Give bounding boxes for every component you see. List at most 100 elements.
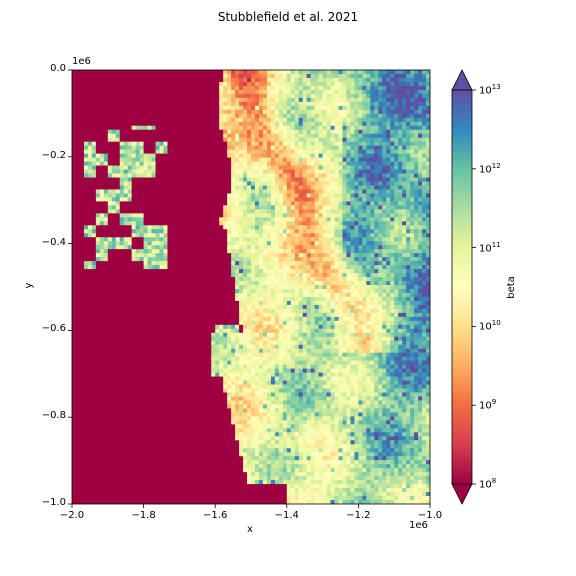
- heatmap-cell: [310, 209, 316, 214]
- heatmap-cell: [235, 85, 240, 91]
- heatmap-cell: [294, 181, 300, 187]
- heatmap-cell: [107, 257, 113, 262]
- heatmap-cell: [298, 217, 304, 222]
- heatmap-cell: [227, 237, 232, 242]
- heatmap-cell: [163, 221, 169, 226]
- heatmap-cell: [159, 153, 165, 159]
- heatmap-cell: [306, 97, 312, 103]
- heatmap-cell: [386, 113, 391, 119]
- heatmap-cell: [378, 205, 383, 210]
- heatmap-cell: [251, 137, 256, 143]
- heatmap-cell: [219, 169, 224, 175]
- heatmap-cell: [155, 265, 161, 270]
- heatmap-cell: [266, 165, 272, 171]
- heatmap-cell: [422, 277, 427, 282]
- heatmap-cell: [107, 165, 113, 171]
- heatmap-cell: [398, 173, 403, 179]
- heatmap-cell: [310, 145, 316, 151]
- heatmap-cell: [342, 177, 348, 183]
- heatmap-cell: [302, 125, 308, 131]
- heatmap-cell: [199, 177, 204, 183]
- heatmap-cell: [318, 93, 324, 99]
- heatmap-cell: [119, 101, 125, 107]
- heatmap-cell: [139, 277, 145, 282]
- heatmap-cell: [390, 193, 395, 199]
- heatmap-cell: [159, 101, 165, 107]
- heatmap-cell: [414, 165, 419, 171]
- heatmap-cell: [346, 70, 352, 75]
- heatmap-cell: [346, 133, 352, 139]
- heatmap-cell: [418, 237, 423, 242]
- heatmap-cell: [203, 113, 208, 119]
- heatmap-cell: [107, 177, 113, 183]
- heatmap-cell: [183, 173, 188, 179]
- heatmap-cell: [418, 133, 423, 139]
- heatmap-cell: [231, 265, 236, 270]
- heatmap-cell: [247, 193, 252, 199]
- heatmap-cell: [179, 93, 184, 99]
- heatmap-cell: [294, 137, 300, 143]
- heatmap-cell: [207, 157, 212, 163]
- heatmap-cell: [115, 157, 121, 163]
- heatmap-cell: [127, 217, 133, 222]
- heatmap-cell: [334, 121, 340, 127]
- heatmap-cell: [350, 205, 356, 210]
- heatmap-cell: [418, 89, 423, 95]
- heatmap-cell: [247, 225, 252, 230]
- heatmap-cell: [219, 161, 224, 167]
- heatmap-cell: [223, 161, 228, 167]
- heatmap-cell: [163, 201, 169, 206]
- heatmap-cell: [394, 153, 399, 159]
- heatmap-cell: [418, 281, 423, 286]
- heatmap-cell: [191, 237, 196, 242]
- heatmap-cell: [394, 169, 399, 175]
- heatmap-cell: [235, 185, 240, 191]
- heatmap-cell: [350, 157, 356, 163]
- heatmap-cell: [135, 277, 141, 282]
- heatmap-cell: [362, 165, 367, 171]
- heatmap-cell: [382, 173, 387, 179]
- heatmap-cell: [358, 233, 363, 238]
- heatmap-cell: [103, 217, 109, 222]
- heatmap-cell: [95, 181, 101, 187]
- heatmap-cell: [394, 261, 399, 266]
- heatmap-cell: [155, 225, 161, 230]
- heatmap-cell: [215, 121, 220, 127]
- heatmap-cell: [258, 81, 264, 87]
- heatmap-cell: [191, 229, 196, 234]
- heatmap-cell: [99, 217, 105, 222]
- heatmap-cell: [426, 101, 430, 107]
- heatmap-cell: [147, 161, 153, 167]
- heatmap-cell: [111, 113, 117, 119]
- heatmap-cell: [79, 217, 85, 222]
- heatmap-cell: [262, 277, 268, 282]
- heatmap-cell: [282, 133, 288, 139]
- heatmap-cell: [402, 189, 407, 195]
- heatmap-cell: [231, 261, 236, 266]
- heatmap-cell: [83, 241, 89, 246]
- heatmap-cell: [254, 125, 260, 131]
- heatmap-cell: [143, 121, 149, 127]
- heatmap-cell: [119, 273, 125, 278]
- heatmap-cell: [99, 121, 105, 127]
- heatmap-cell: [334, 70, 340, 75]
- heatmap-cell: [266, 253, 272, 258]
- heatmap-cell: [223, 269, 228, 274]
- heatmap-cell: [99, 73, 105, 79]
- heatmap-cell: [123, 201, 129, 206]
- heatmap-cell: [270, 157, 276, 163]
- heatmap-cell: [282, 273, 288, 278]
- heatmap-cell: [251, 129, 256, 135]
- heatmap-cell: [254, 233, 260, 238]
- heatmap-cell: [410, 201, 415, 206]
- heatmap-cell: [426, 197, 430, 202]
- heatmap-cell: [187, 101, 192, 107]
- heatmap-cell: [262, 185, 268, 191]
- heatmap-cell: [306, 141, 312, 147]
- heatmap-cell: [322, 137, 328, 143]
- heatmap-cell: [410, 269, 415, 274]
- heatmap-cell: [262, 281, 268, 286]
- heatmap-cell: [374, 225, 379, 230]
- heatmap-cell: [203, 229, 208, 234]
- heatmap-cell: [127, 169, 133, 175]
